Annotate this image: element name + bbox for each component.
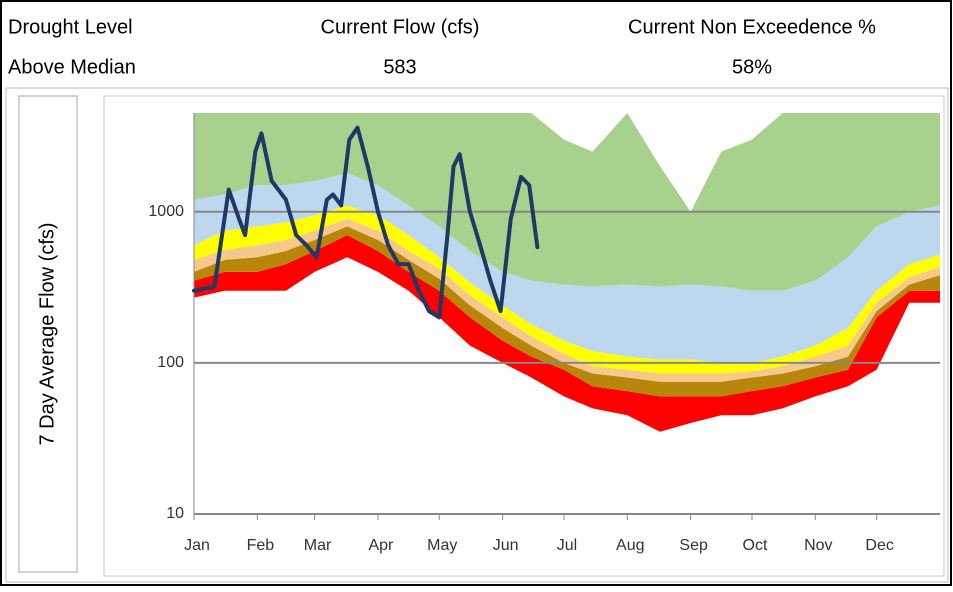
x-tick-label: Apr (368, 537, 394, 554)
y-axis-label: 7 Day Average Flow (cfs) (36, 222, 58, 445)
y-tick-label: 1000 (148, 203, 184, 220)
x-tick-label: May (427, 537, 457, 554)
x-tick-label: Jun (493, 537, 519, 554)
x-tick-label: Jan (184, 537, 210, 554)
x-tick-label: Sep (679, 537, 708, 554)
chart-border (5, 87, 949, 583)
x-tick-label: Dec (865, 537, 893, 554)
percentile-band (194, 173, 940, 363)
header-value: 58% (732, 56, 772, 78)
x-tick-label: Feb (247, 537, 275, 554)
percentile-band (194, 235, 940, 432)
header-label: Drought Level (8, 16, 133, 38)
x-tick-label: Aug (616, 537, 644, 554)
percentile-band (194, 113, 940, 291)
header-label: Current Flow (cfs) (321, 16, 480, 38)
x-tick-label: Nov (804, 537, 832, 554)
ylabel-box (18, 95, 78, 573)
observed-line (192, 125, 540, 320)
header-value: Above Median (8, 56, 136, 78)
y-tick-label: 100 (157, 354, 184, 371)
header-value: 583 (383, 56, 416, 78)
header-label: Current Non Exceedence % (628, 16, 876, 38)
x-tick-label: Jul (557, 537, 577, 554)
x-tick-label: Oct (743, 537, 768, 554)
y-tick-label: 10 (166, 505, 184, 522)
x-tick-label: Mar (304, 537, 332, 554)
plot-frame (103, 95, 945, 577)
